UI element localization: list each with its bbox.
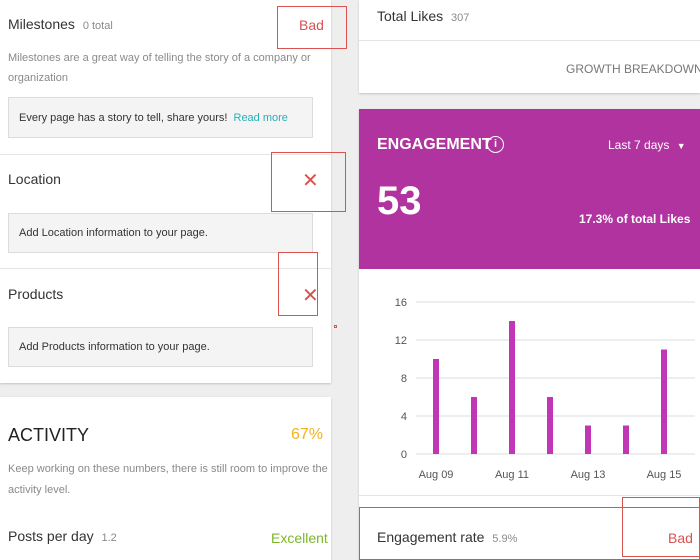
posts-per-day-status: Excellent: [271, 530, 328, 546]
y-tick-label: 0: [401, 449, 407, 461]
location-tip: Add Location information to your page.: [19, 227, 208, 239]
engagement-card: ENGAGEMENT i Last 7 days ▼ 53 17.3% of t…: [359, 109, 700, 560]
milestones-title: Milestones: [8, 16, 75, 32]
x-tick-label: Aug 13: [571, 469, 606, 481]
activity-card: ACTIVITY 67% Keep working on these numbe…: [0, 397, 331, 560]
location-x-icon: ✕: [302, 168, 319, 192]
engagement-chart: 0 4 8 12 16 Aug 09 Aug 11 Aug 13 Aug 15: [395, 297, 695, 481]
engagement-rate-status-box: [622, 497, 700, 557]
engagement-rate-row: Engagement rate 5.9%: [377, 529, 517, 545]
products-title: Products: [8, 286, 64, 302]
activity-title: ACTIVITY: [8, 425, 90, 445]
bar: [433, 359, 439, 454]
engagement-rate-value: 5.9%: [492, 533, 518, 545]
activity-percent: 67%: [291, 426, 324, 443]
x-tick-label: Aug 15: [647, 469, 682, 481]
page-info-card: Milestones 0 total Bad Milestones are a …: [0, 0, 347, 383]
growth-breakdown-link[interactable]: GROWTH BREAKDOWN ›: [566, 60, 700, 76]
activity-description-line2: activity level.: [8, 484, 71, 496]
period-dropdown[interactable]: Last 7 days ▼: [608, 138, 686, 152]
bar: [661, 349, 667, 454]
caret-down-icon: ▼: [676, 141, 686, 151]
likes-card: Total Likes 307 GROWTH BREAKDOWN ›: [359, 0, 700, 93]
growth-breakdown-label: GROWTH BREAKDOWN: [566, 62, 700, 76]
milestones-count: 0 total: [82, 20, 113, 32]
total-likes-label: Total Likes: [377, 8, 444, 24]
read-more-link[interactable]: Read more: [233, 111, 288, 124]
location-status-box: [271, 152, 346, 212]
milestones-status-box: [277, 6, 347, 49]
x-tick-label: Aug 11: [495, 469, 529, 481]
engagement-share: 17.3% of total Likes: [579, 212, 691, 226]
x-tick-label: Aug 09: [419, 469, 454, 481]
divider: [359, 40, 700, 41]
posts-per-day-value: 1.2: [101, 532, 117, 544]
milestones-row: Milestones 0 total: [8, 16, 113, 32]
engagement-header: ENGAGEMENT i Last 7 days ▼ 53 17.3% of t…: [359, 109, 700, 269]
products-tip-box: Add Products information to your page.: [8, 327, 313, 367]
y-tick-label: 16: [395, 297, 407, 309]
products-status-box: [278, 252, 318, 316]
small-red-dot: [334, 325, 337, 328]
total-likes-row: Total Likes 307: [377, 8, 469, 24]
bar: [623, 425, 629, 454]
milestones-tip-box: Every page has a story to tell, share yo…: [8, 97, 313, 138]
divider: [0, 268, 331, 269]
bar: [471, 397, 477, 454]
milestones-description-line1: Milestones are a great way of telling th…: [8, 52, 311, 64]
milestones-description-line2: organization: [8, 72, 68, 84]
products-x-icon: ✕: [302, 283, 319, 307]
info-icon[interactable]: i: [487, 136, 504, 153]
location-title: Location: [8, 171, 61, 187]
engagement-rate-label: Engagement rate: [377, 529, 485, 545]
engagement-rate-status: Bad: [668, 530, 693, 546]
activity-description-line1: Keep working on these numbers, there is …: [8, 463, 328, 475]
bar: [547, 397, 553, 454]
products-tip: Add Products information to your page.: [19, 341, 210, 353]
period-label: Last 7 days: [608, 138, 670, 152]
engagement-value: 53: [377, 179, 422, 223]
posts-per-day-label: Posts per day: [8, 528, 94, 544]
milestones-status: Bad: [299, 17, 324, 33]
total-likes-value: 307: [451, 12, 470, 24]
posts-per-day-row: Posts per day 1.2: [8, 528, 117, 544]
y-tick-label: 4: [401, 411, 407, 423]
bar: [585, 425, 591, 454]
engagement-title: ENGAGEMENT: [377, 136, 492, 153]
divider: [0, 154, 331, 155]
y-tick-label: 12: [395, 335, 407, 347]
divider: [359, 495, 700, 496]
location-tip-box: Add Location information to your page.: [8, 213, 313, 253]
milestones-tip: Every page has a story to tell, share yo…: [19, 111, 228, 124]
bar: [509, 321, 515, 454]
y-tick-label: 8: [401, 373, 407, 385]
